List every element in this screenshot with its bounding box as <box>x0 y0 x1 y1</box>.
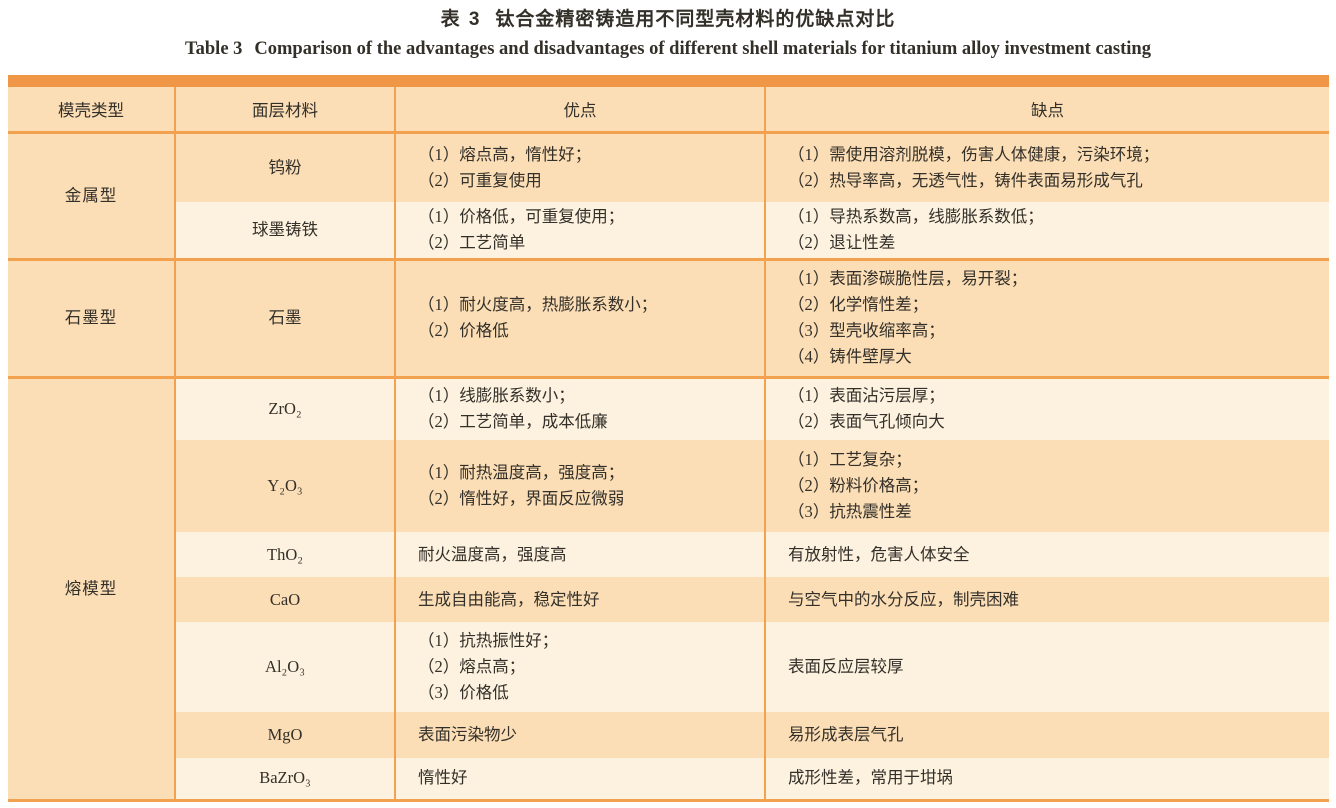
cons-cell: （1）表面渗碳脆性层，易开裂； （2）化学惰性差； （3）型壳收缩率高； （4）… <box>764 259 1329 379</box>
cons-cell: 易形成表层气孔 <box>764 712 1329 758</box>
header-cell-shell-type: 模壳类型 <box>8 87 175 134</box>
pros-line: （1）耐火度高，热膨胀系数小； <box>418 295 658 314</box>
pros-line: （2）价格低 <box>418 321 509 340</box>
comparison-table-container: 模壳类型 面层材料 优点 缺点 金属型 钨粉 （1）熔点高，惰性好； （2）可重… <box>8 75 1329 802</box>
cons-line: 与空气中的水分反应，制壳困难 <box>788 589 1019 609</box>
shell-type-cell: 石墨型 <box>8 259 175 379</box>
cons-line: （2）表面气孔倾向大 <box>788 412 945 432</box>
table-row: ThO₂ 耐火温度高，强度高 有放射性，危害人体安全 <box>8 532 1329 577</box>
cons-line: （1）工艺复杂； <box>788 450 912 469</box>
pros-line: （2）工艺简单，成本低廉 <box>418 412 608 432</box>
cons-cell: （1）表面沾污层厚； （2）表面气孔倾向大 <box>764 377 1329 440</box>
table-row: 熔模型 ZrO₂ （1）线膨胀系数小； （2）工艺简单，成本低廉 （1）表面沾污… <box>8 377 1329 802</box>
material-cell: MgO <box>174 712 395 758</box>
pros-cell: 惰性好 <box>394 758 765 802</box>
material-cell: 钨粉 <box>174 132 395 202</box>
material-cell: BaZrO₃ <box>174 758 395 802</box>
pros-line: （2）熔点高； <box>418 657 526 676</box>
table-number-zh: 表 3 <box>440 9 482 30</box>
cons-line: （2）化学惰性差； <box>788 295 929 314</box>
table-row: Y₂O₃ （1）耐热温度高，强度高； （2）惰性好，界面反应微弱 （1）工艺复杂… <box>8 440 1329 532</box>
pros-cell: 生成自由能高，稳定性好 <box>394 577 765 622</box>
table-row: 球墨铸铁 （1）价格低，可重复使用； （2）工艺简单 （1）导热系数高，线膨胀系… <box>8 202 1329 261</box>
cons-cell: 与空气中的水分反应，制壳困难 <box>764 577 1329 622</box>
shell-type-cell: 金属型 <box>8 132 175 261</box>
pros-line: （1）价格低，可重复使用； <box>418 206 625 226</box>
cons-line: 易形成表层气孔 <box>788 725 904 744</box>
cons-line: （2）粉料价格高； <box>788 476 929 495</box>
pros-line: （1）熔点高，惰性好； <box>418 144 592 164</box>
pros-line: （1）耐热温度高，强度高； <box>418 463 625 482</box>
table-row: Al₂O₃ （1）抗热振性好； （2）熔点高； （3）价格低 表面反应层较厚 <box>8 622 1329 712</box>
pros-line: 惰性好 <box>418 768 468 788</box>
cons-cell: 成形性差，常用于坩埚 <box>764 758 1329 802</box>
cons-line: （2）退让性差 <box>788 232 896 252</box>
table-titles: 表 3 钛合金精密铸造用不同型壳材料的优缺点对比 Table 3 Compariso… <box>0 5 1336 63</box>
cons-cell: （1）导热系数高，线膨胀系数低； （2）退让性差 <box>764 202 1329 261</box>
material-cell: 球墨铸铁 <box>174 202 395 261</box>
shell-type-cell: 熔模型 <box>8 377 175 802</box>
header-cell-material: 面层材料 <box>174 87 395 134</box>
cons-cell: 有放射性，危害人体安全 <box>764 532 1329 577</box>
table-number-en: Table 3 <box>185 39 243 59</box>
pros-line: （1）线膨胀系数小； <box>418 386 575 406</box>
pros-cell: 耐火温度高，强度高 <box>394 532 765 577</box>
table-title-en-text: Comparison of the advantages and disadva… <box>254 39 1151 59</box>
pros-line: 耐火温度高，强度高 <box>418 544 567 564</box>
table-top-border-bar <box>8 75 1329 87</box>
pros-cell: （1）耐热温度高，强度高； （2）惰性好，界面反应微弱 <box>394 440 765 532</box>
material-cell: Al₂O₃ <box>174 622 395 712</box>
cons-cell: 表面反应层较厚 <box>764 622 1329 712</box>
table-row: 金属型 钨粉 （1）熔点高，惰性好； （2）可重复使用 （1）需使用溶剂脱模，伤… <box>8 132 1329 261</box>
cons-cell: （1）工艺复杂； （2）粉料价格高； （3）抗热震性差 <box>764 440 1329 532</box>
cons-line: （1）导热系数高，线膨胀系数低； <box>788 206 1044 226</box>
comparison-table: 模壳类型 面层材料 优点 缺点 金属型 钨粉 （1）熔点高，惰性好； （2）可重… <box>8 87 1329 802</box>
pros-line: （3）价格低 <box>418 683 509 702</box>
pros-cell: 表面污染物少 <box>394 712 765 758</box>
pros-cell: （1）熔点高，惰性好； （2）可重复使用 <box>394 132 765 202</box>
pros-cell: （1）线膨胀系数小； （2）工艺简单，成本低廉 <box>394 377 765 440</box>
pros-line: （2）可重复使用 <box>418 170 542 190</box>
table-title-en: Table 3 Comparison of the advantages and … <box>0 35 1336 63</box>
pros-line: （2）惰性好，界面反应微弱 <box>418 489 625 508</box>
cons-line: （2）热导率高，无透气性，铸件表面易形成气孔 <box>788 170 1143 190</box>
material-cell: ZrO₂ <box>174 377 395 440</box>
header-cell-pros: 优点 <box>394 87 765 134</box>
table-row: BaZrO₃ 惰性好 成形性差，常用于坩埚 <box>8 758 1329 802</box>
cons-line: （3）抗热震性差 <box>788 502 912 521</box>
material-cell: 石墨 <box>174 259 395 379</box>
cons-line: （3）型壳收缩率高； <box>788 321 945 340</box>
material-cell: CaO <box>174 577 395 622</box>
pros-line: 表面污染物少 <box>418 725 517 744</box>
table-row: 石墨型 石墨 （1）耐火度高，热膨胀系数小； （2）价格低 （1）表面渗碳脆性层… <box>8 259 1329 379</box>
material-cell: ThO₂ <box>174 532 395 577</box>
pros-line: 生成自由能高，稳定性好 <box>418 589 600 609</box>
table-row: MgO 表面污染物少 易形成表层气孔 <box>8 712 1329 758</box>
cons-line: 表面反应层较厚 <box>788 657 904 676</box>
cons-line: （1）表面渗碳脆性层，易开裂； <box>788 269 1028 288</box>
cons-line: （4）铸件壁厚大 <box>788 347 912 366</box>
header-cell-cons: 缺点 <box>764 87 1329 134</box>
pros-line: （1）抗热振性好； <box>418 631 559 650</box>
cons-line: 有放射性，危害人体安全 <box>788 544 970 564</box>
header-row: 模壳类型 面层材料 优点 缺点 <box>8 87 1329 134</box>
pros-line: （2）工艺简单 <box>418 232 526 252</box>
table-row: CaO 生成自由能高，稳定性好 与空气中的水分反应，制壳困难 <box>8 577 1329 622</box>
material-cell: Y₂O₃ <box>174 440 395 532</box>
cons-cell: （1）需使用溶剂脱模，伤害人体健康，污染环境； （2）热导率高，无透气性，铸件表… <box>764 132 1329 202</box>
cons-line: 成形性差，常用于坩埚 <box>788 768 953 788</box>
pros-cell: （1）耐火度高，热膨胀系数小； （2）价格低 <box>394 259 765 379</box>
table-title-zh-text: 钛合金精密铸造用不同型壳材料的优缺点对比 <box>495 9 896 30</box>
cons-line: （1）表面沾污层厚； <box>788 386 945 406</box>
pros-cell: （1）价格低，可重复使用； （2）工艺简单 <box>394 202 765 261</box>
pros-cell: （1）抗热振性好； （2）熔点高； （3）价格低 <box>394 622 765 712</box>
table-title-zh: 表 3 钛合金精密铸造用不同型壳材料的优缺点对比 <box>0 5 1336 35</box>
cons-line: （1）需使用溶剂脱模，伤害人体健康，污染环境； <box>788 144 1160 164</box>
